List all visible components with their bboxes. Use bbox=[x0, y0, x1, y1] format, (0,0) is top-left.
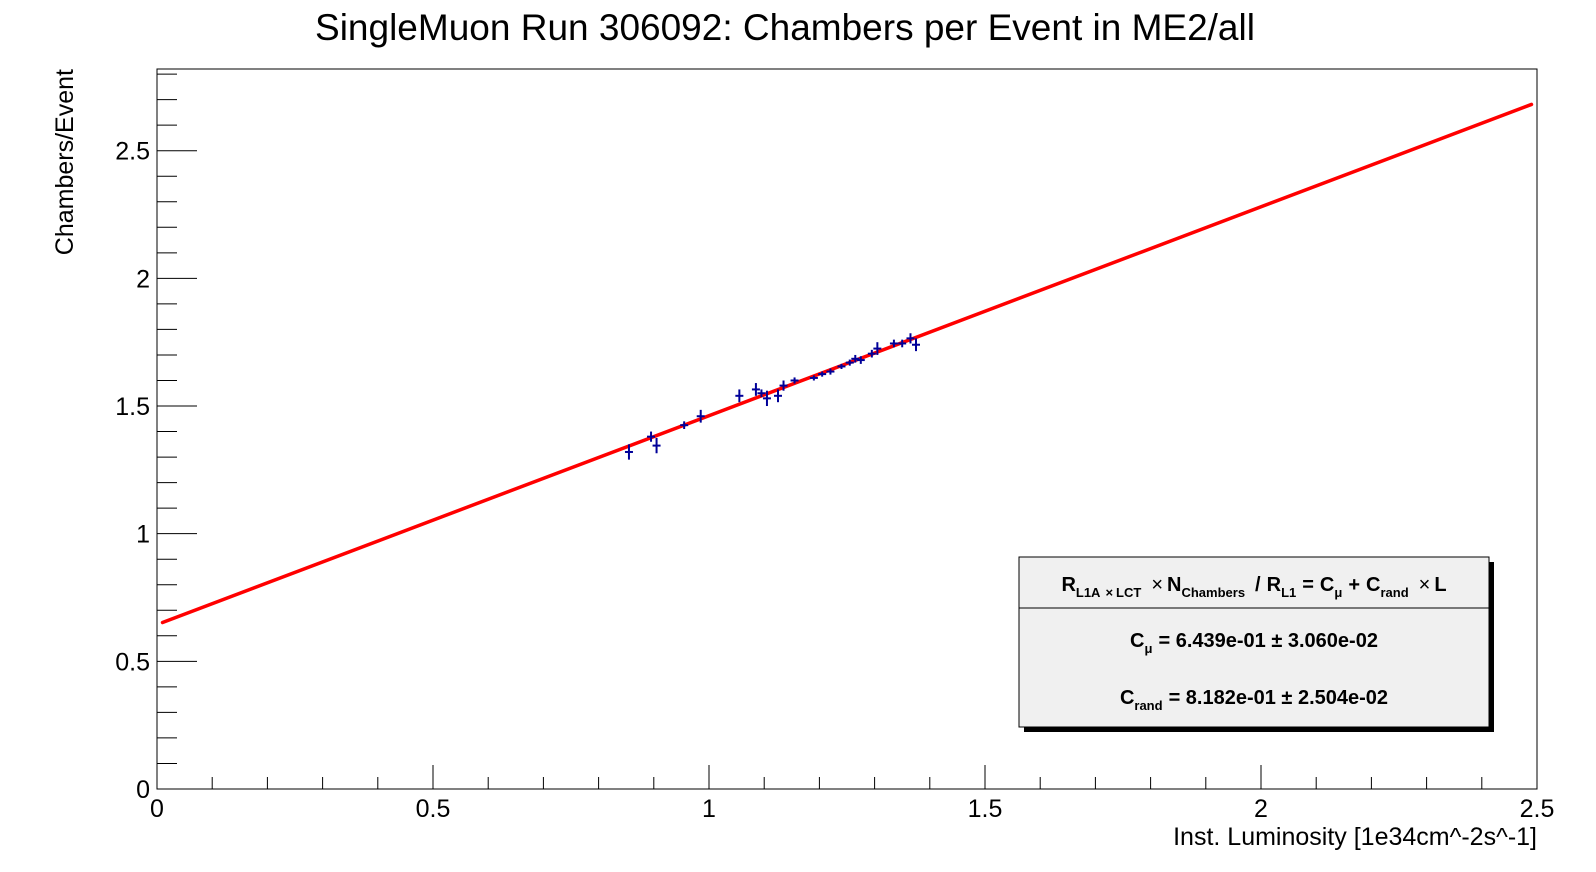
x-tick-label: 2.5 bbox=[1520, 795, 1555, 823]
data-point bbox=[762, 390, 771, 407]
data-point bbox=[851, 354, 860, 363]
y-tick-label: 1 bbox=[136, 521, 150, 549]
data-point bbox=[898, 339, 907, 348]
legend-c-mu: Cμ = 6.439e-01 ± 3.060e-02 bbox=[1130, 630, 1378, 656]
data-point bbox=[790, 377, 799, 384]
data-point bbox=[809, 375, 818, 381]
data-point bbox=[873, 342, 882, 355]
y-tick-label: 2 bbox=[136, 265, 150, 293]
data-point bbox=[912, 338, 920, 352]
legend-header: RL1A × LCT × NChambers / RL1 = Cμ + Crand × L bbox=[1061, 574, 1446, 600]
data-point bbox=[652, 437, 661, 454]
plot-frame bbox=[156, 68, 1538, 790]
y-tick-label: 2.5 bbox=[115, 138, 150, 166]
legend-c-rand: Crand = 8.182e-01 ± 2.504e-02 bbox=[1120, 687, 1388, 713]
data-point bbox=[647, 431, 656, 442]
x-tick-label: 0.5 bbox=[416, 795, 451, 823]
x-axis: 0 0.5 1 1.5 2 2.5 bbox=[150, 765, 1554, 823]
data-point bbox=[624, 444, 633, 460]
data-point bbox=[889, 339, 898, 348]
data-point bbox=[680, 421, 689, 429]
data-point bbox=[818, 371, 827, 377]
data-point bbox=[774, 389, 782, 403]
y-tick-label: 0.5 bbox=[115, 648, 150, 676]
data-point bbox=[757, 389, 766, 398]
data-point bbox=[779, 380, 788, 391]
data-point bbox=[856, 356, 865, 364]
x-tick-label: 2 bbox=[1254, 795, 1268, 823]
y-tick-label: 0 bbox=[136, 776, 150, 804]
data-point bbox=[735, 389, 744, 403]
data-point bbox=[837, 363, 846, 369]
data-points-layer bbox=[624, 333, 920, 460]
data-point bbox=[751, 383, 760, 396]
y-axis-title: Chambers/Event bbox=[51, 69, 79, 255]
legend-box bbox=[1018, 556, 1490, 728]
x-tick-label: 1.5 bbox=[968, 795, 1003, 823]
data-point bbox=[906, 333, 915, 344]
y-axis: 0 0.5 1 1.5 2 2.5 bbox=[115, 73, 197, 804]
y-tick-label: 1.5 bbox=[115, 393, 150, 421]
x-axis-title: Inst. Luminosity [1e34cm^-2s^-1] bbox=[1173, 823, 1537, 851]
data-point bbox=[826, 368, 835, 375]
x-tick-label: 0 bbox=[150, 795, 164, 823]
data-point bbox=[696, 409, 705, 423]
x-tick-label: 1 bbox=[702, 795, 716, 823]
data-point bbox=[845, 359, 854, 366]
data-point bbox=[867, 349, 876, 358]
fit-legend: RL1A × LCT × NChambers / RL1 = Cμ + Crand × L Cμ = 6.… bbox=[1018, 556, 1494, 732]
chart-title: SingleMuon Run 306092: Chambers per Even… bbox=[315, 7, 1255, 48]
